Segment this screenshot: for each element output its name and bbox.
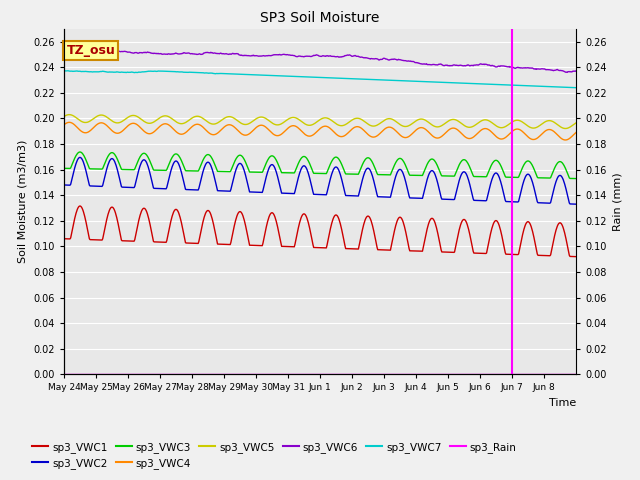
Title: SP3 Soil Moisture: SP3 Soil Moisture	[260, 11, 380, 25]
Y-axis label: Soil Moisture (m3/m3): Soil Moisture (m3/m3)	[18, 140, 28, 264]
Legend: sp3_VWC1, sp3_VWC2, sp3_VWC3, sp3_VWC4, sp3_VWC5, sp3_VWC6, sp3_VWC7, sp3_Rain: sp3_VWC1, sp3_VWC2, sp3_VWC3, sp3_VWC4, …	[28, 437, 521, 473]
Y-axis label: Rain (mm): Rain (mm)	[612, 172, 622, 231]
X-axis label: Time: Time	[548, 398, 576, 408]
Text: TZ_osu: TZ_osu	[67, 44, 115, 57]
